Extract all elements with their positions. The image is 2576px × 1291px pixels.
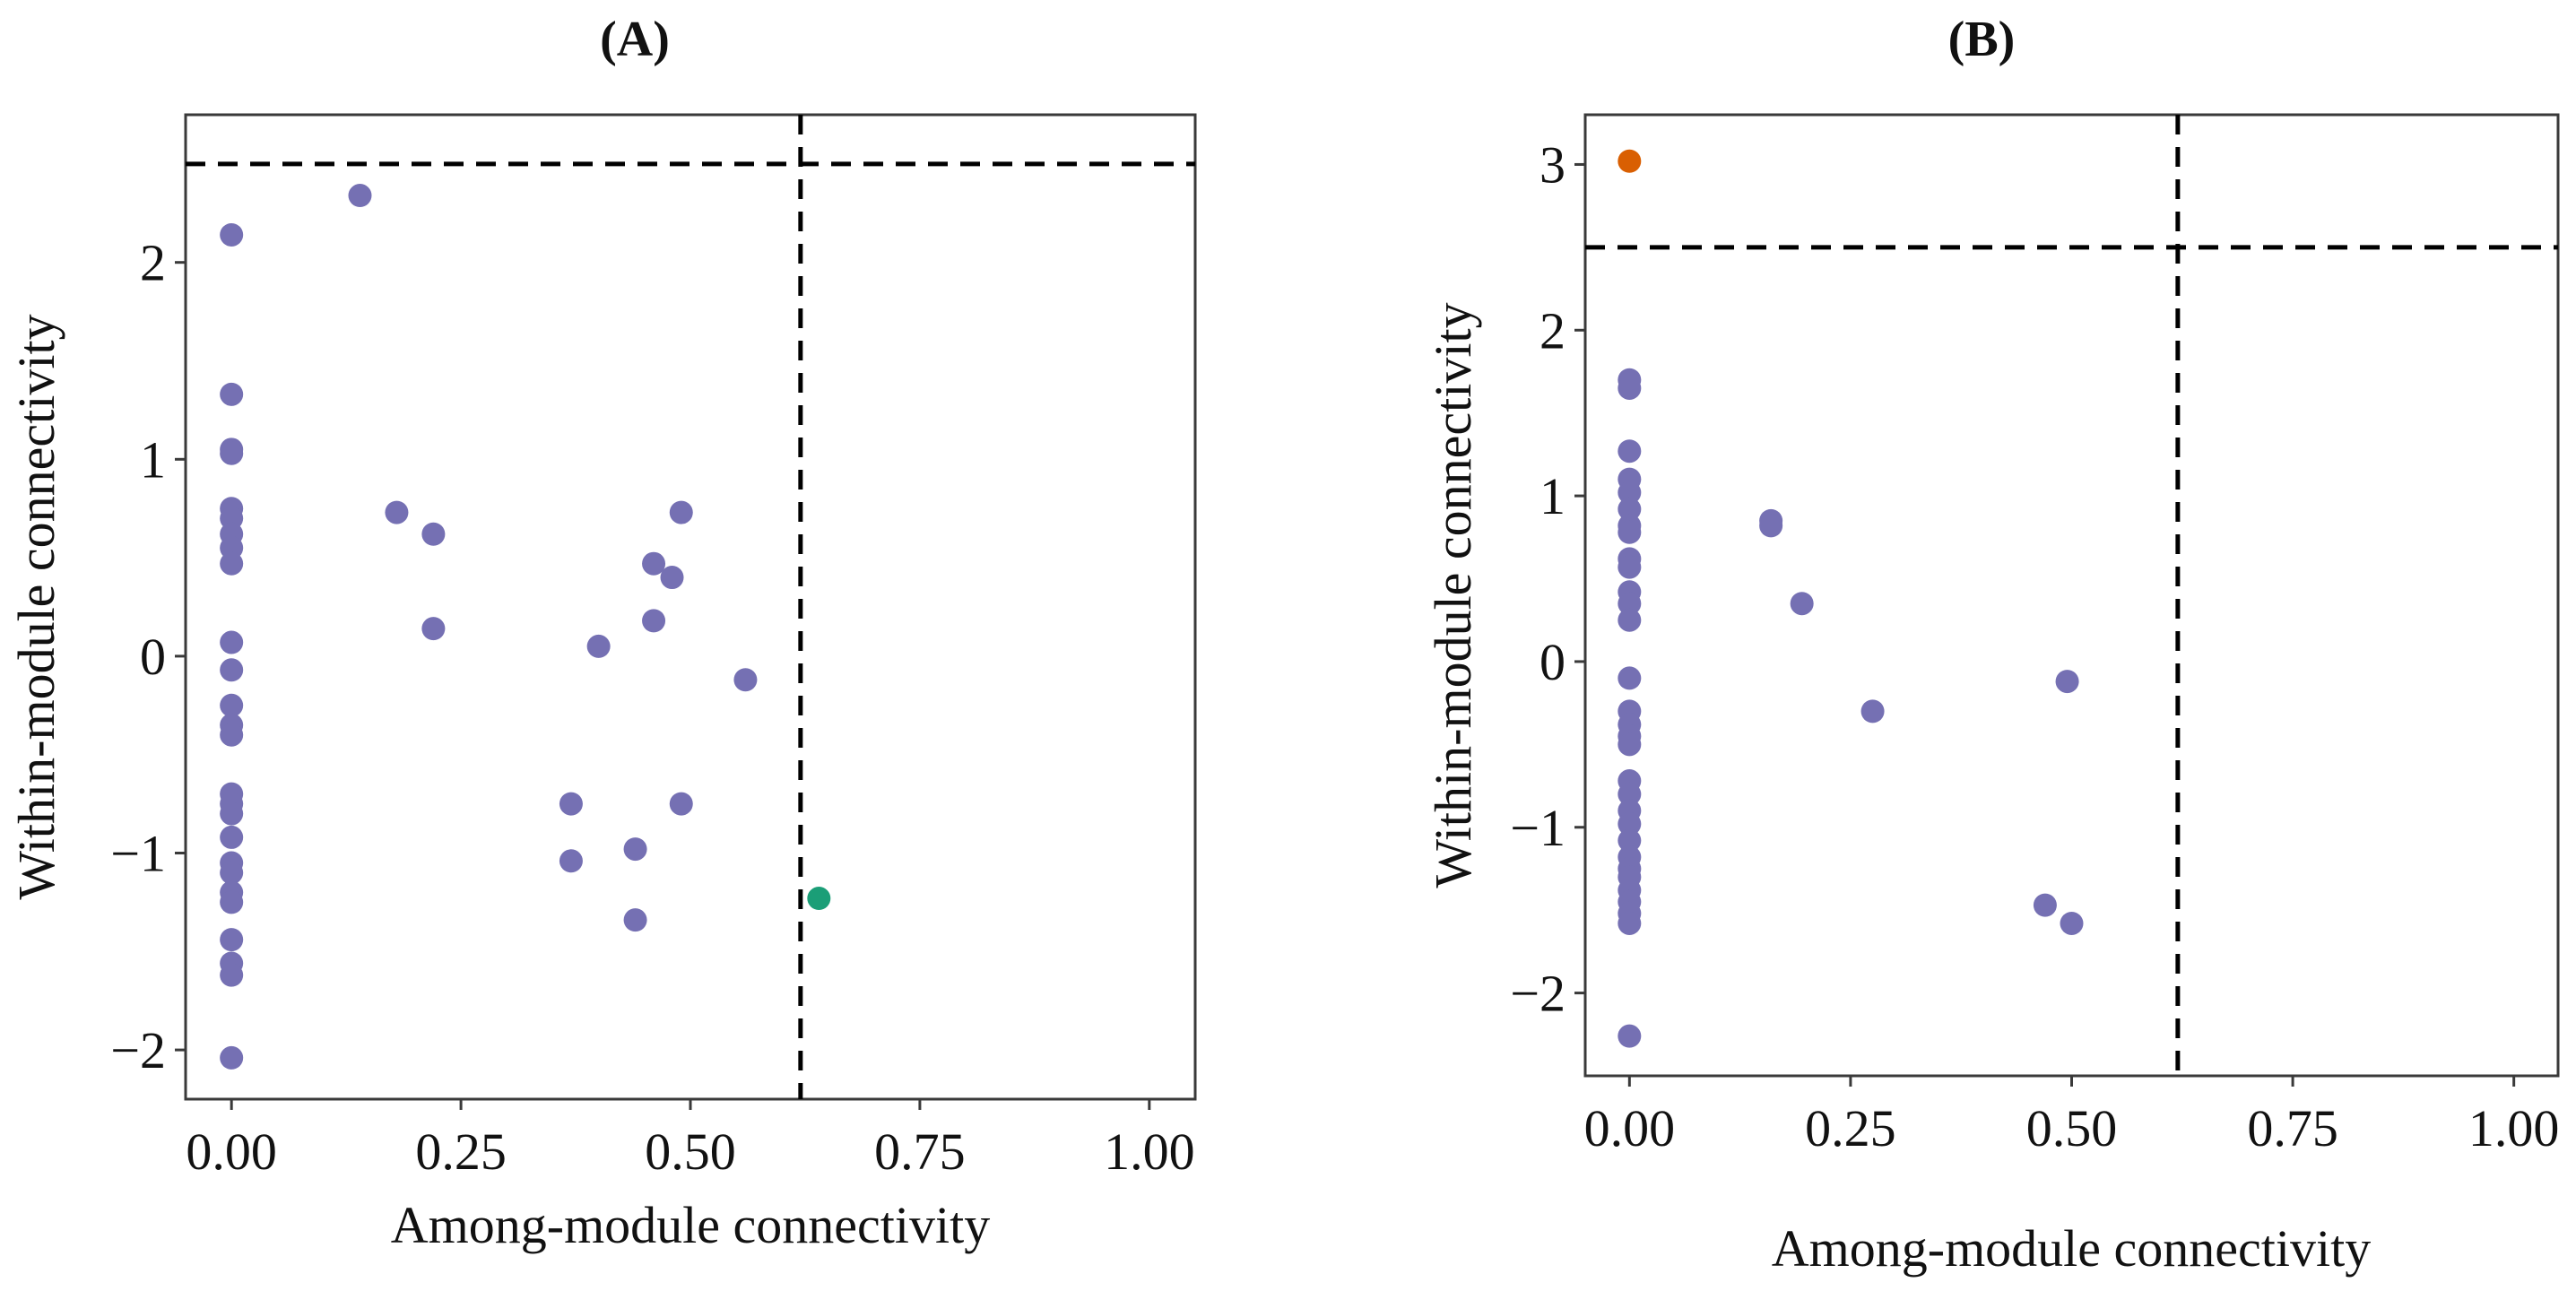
panel-a-point-connector <box>807 887 831 911</box>
panel-a-marks <box>186 115 1195 1099</box>
panel-b: (B) −2 −1 0 1 2 3 0.00 0.25 0.50 0.75 1.00 Among-… <box>1424 12 2560 1278</box>
panel-a-point-default <box>220 723 244 747</box>
panel-a-point-default <box>220 1045 244 1070</box>
panel-b-x-axis: 0.00 0.25 0.50 0.75 1.00 <box>1584 1076 2560 1157</box>
panel-b-point-default <box>1618 481 1642 505</box>
panel-a-point-default <box>220 222 244 247</box>
panel-a-x-tick-label: 0.75 <box>874 1122 966 1181</box>
panel-a-x-tick-label: 0.00 <box>186 1122 277 1181</box>
panel-b-point-default <box>1860 699 1885 723</box>
panel-a-point-default <box>220 928 244 952</box>
panel-b-x-tick-label: 0.75 <box>2247 1099 2338 1157</box>
panel-b-x-tick-label: 1.00 <box>2468 1099 2560 1157</box>
panel-b-y-tick-label: 0 <box>1540 633 1566 691</box>
panel-a-y-axis: −2 −1 0 1 2 <box>110 234 186 1079</box>
panel-a-point-default <box>220 382 244 406</box>
panel-a: (A) −2 −1 0 1 2 0.00 0.25 0.50 0.75 1.00 Among-m… <box>7 12 1197 1254</box>
panel-b-point-default <box>1618 439 1642 464</box>
panel-b-y-axis-title: Within-module connectivity <box>1424 302 1482 888</box>
panel-a-point-default <box>669 500 693 524</box>
panel-a-point-default <box>623 908 647 932</box>
panel-a-point-default <box>669 792 693 816</box>
panel-a-point-default <box>623 837 647 862</box>
panel-a-point-default <box>220 658 244 682</box>
panel-a-point-default <box>559 849 583 873</box>
panel-a-y-tick-label: 0 <box>140 628 166 686</box>
panel-a-point-default <box>421 617 446 641</box>
panel-a-point-default <box>660 566 684 590</box>
panel-b-point-default <box>1618 497 1642 521</box>
panel-b-y-axis: −2 −1 0 1 2 3 <box>1510 135 1585 1023</box>
panel-a-point-default <box>421 522 446 546</box>
panel-a-x-tick-label: 1.00 <box>1104 1122 1195 1181</box>
panel-a-y-tick-label: −2 <box>110 1021 166 1079</box>
panel-b-x-tick-label: 0.25 <box>1805 1099 1896 1157</box>
panel-b-point-default <box>1618 555 1642 579</box>
panel-b-point-default <box>1618 666 1642 690</box>
panel-a-point-default <box>220 441 244 465</box>
panel-a-point-default <box>385 500 409 524</box>
panel-b-point-default <box>2060 911 2084 935</box>
panel-a-point-default <box>642 551 666 576</box>
panel-b-point-default <box>1759 514 1783 538</box>
panel-b-point-default <box>1618 520 1642 544</box>
panel-a-point-default <box>220 825 244 849</box>
panel-b-point-default <box>1618 828 1642 853</box>
panel-a-point-default <box>642 609 666 633</box>
panel-b-point-hub <box>1618 149 1642 173</box>
panel-b-point-default <box>1618 592 1642 616</box>
panel-b-point-default <box>1618 376 1642 400</box>
panel-a-point-default <box>220 630 244 654</box>
panel-a-point-default <box>220 890 244 914</box>
panel-b-point-default <box>1618 1024 1642 1048</box>
panel-b-point-default <box>1618 782 1642 806</box>
panel-a-y-tick-label: 1 <box>140 430 166 489</box>
panel-b-point-default <box>1790 592 1814 616</box>
panel-a-point-default <box>733 668 758 692</box>
panel-b-point-default <box>1618 911 1642 935</box>
panel-b-marks <box>1585 115 2558 1076</box>
panel-b-y-tick-label: 2 <box>1540 301 1566 360</box>
panel-a-y-tick-label: −1 <box>110 825 166 883</box>
panel-b-point-default <box>1618 812 1642 836</box>
panel-a-point-default <box>586 634 611 658</box>
panel-b-y-tick-label: −2 <box>1510 965 1566 1023</box>
panel-b-y-tick-label: −1 <box>1510 799 1566 857</box>
panel-b-x-tick-label: 0.50 <box>2026 1099 2118 1157</box>
panel-b-point-default <box>2055 670 2079 694</box>
panel-b-x-tick-label: 0.00 <box>1584 1099 1676 1157</box>
panel-a-point-default <box>220 801 244 826</box>
panel-b-x-axis-title: Among-module connectivity <box>1772 1219 2371 1278</box>
panel-a-point-default <box>220 693 244 717</box>
panel-b-point-default <box>1618 732 1642 757</box>
panel-a-x-tick-label: 0.50 <box>645 1122 736 1181</box>
panel-a-point-default <box>348 184 372 208</box>
panel-a-x-axis: 0.00 0.25 0.50 0.75 1.00 <box>186 1099 1195 1181</box>
panel-b-y-tick-label: 1 <box>1540 467 1566 525</box>
panel-b-y-tick-label: 3 <box>1540 135 1566 194</box>
panel-a-x-axis-title: Among-module connectivity <box>391 1196 990 1254</box>
panel-a-y-tick-label: 2 <box>140 234 166 292</box>
panel-b-point-default <box>2033 893 2057 917</box>
panel-b-title: (B) <box>1948 12 2016 67</box>
panel-a-plot-frame <box>184 113 1197 1101</box>
panel-a-x-tick-label: 0.25 <box>415 1122 507 1181</box>
panel-a-y-axis-title: Within-module connectivity <box>7 314 65 899</box>
panel-a-title: (A) <box>600 12 670 67</box>
panel-a-point-default <box>220 551 244 576</box>
panel-a-point-default <box>559 792 583 816</box>
panel-b-point-default <box>1618 608 1642 632</box>
panel-a-point-default <box>220 963 244 987</box>
panel-a-point-default <box>220 861 244 885</box>
